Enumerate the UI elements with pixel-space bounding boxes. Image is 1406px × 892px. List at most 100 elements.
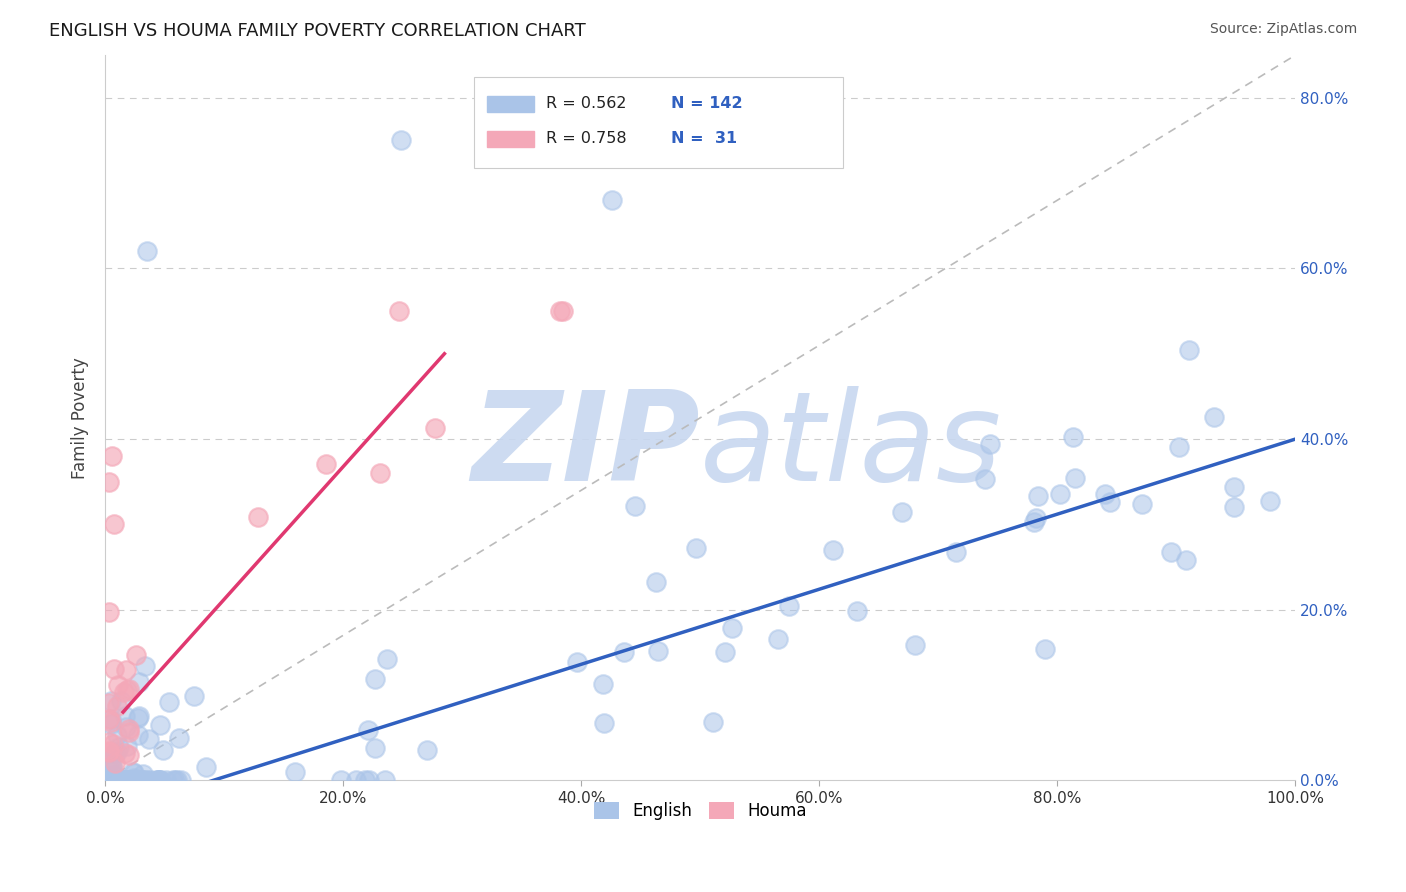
Point: [1130, 497, 1153, 511]
Point: [117, 739, 139, 753]
Point: [425, 421, 447, 435]
Point: [120, 773, 142, 788]
Point: [662, 108, 685, 122]
Point: [1258, 494, 1281, 508]
Point: [103, 768, 125, 782]
Point: [103, 517, 125, 532]
Text: Source: ZipAtlas.com: Source: ZipAtlas.com: [1209, 22, 1357, 37]
Point: [1178, 343, 1201, 357]
Point: [166, 773, 188, 788]
Point: [100, 764, 122, 778]
Point: [118, 748, 141, 763]
Point: [374, 773, 396, 788]
Point: [107, 773, 129, 788]
Point: [979, 437, 1001, 451]
Point: [134, 659, 156, 673]
Point: [1062, 430, 1084, 444]
Point: [1024, 515, 1046, 529]
Point: [100, 773, 122, 788]
Point: [623, 499, 645, 513]
Point: [110, 773, 132, 788]
Point: [139, 773, 162, 788]
Point: [108, 739, 131, 754]
Point: [644, 575, 666, 590]
Point: [357, 772, 380, 787]
Point: [146, 773, 169, 788]
Point: [105, 773, 128, 788]
Point: [945, 545, 967, 559]
Point: [103, 773, 125, 788]
Point: [346, 773, 368, 788]
Point: [1204, 410, 1226, 425]
Point: [111, 773, 134, 788]
Point: [104, 747, 127, 761]
Point: [118, 681, 141, 696]
Point: [136, 244, 159, 259]
Point: [97, 475, 120, 489]
Point: [1026, 489, 1049, 503]
Text: N =  31: N = 31: [671, 131, 737, 146]
Point: [105, 728, 128, 742]
Point: [778, 599, 800, 614]
Point: [100, 773, 122, 788]
Point: [766, 632, 789, 647]
Text: N = 142: N = 142: [671, 96, 742, 112]
Point: [97, 697, 120, 711]
Y-axis label: Family Poverty: Family Poverty: [72, 357, 89, 479]
Point: [131, 773, 153, 788]
Point: [100, 714, 122, 729]
Point: [117, 773, 139, 788]
Point: [368, 466, 391, 480]
Point: [592, 716, 614, 731]
Point: [115, 719, 138, 733]
Point: [100, 753, 122, 767]
Point: [111, 773, 134, 788]
Point: [97, 712, 120, 726]
Point: [100, 773, 122, 788]
Point: [152, 743, 174, 757]
Point: [183, 689, 205, 703]
Point: [132, 767, 155, 781]
Point: [111, 773, 134, 788]
Point: [97, 605, 120, 619]
Point: [904, 638, 927, 652]
Point: [100, 773, 122, 788]
Point: [100, 773, 122, 788]
Point: [973, 472, 995, 486]
Point: [100, 773, 122, 788]
Point: [110, 773, 132, 788]
Bar: [488, 95, 534, 112]
Point: [127, 728, 149, 742]
Point: [97, 744, 120, 758]
Point: [100, 773, 122, 788]
Point: [602, 193, 624, 207]
Point: [118, 773, 141, 788]
Legend: English, Houma: English, Houma: [588, 795, 813, 826]
Point: [122, 764, 145, 779]
Point: [389, 133, 412, 147]
Point: [613, 644, 636, 658]
Point: [105, 773, 128, 788]
Point: [169, 773, 191, 788]
Point: [104, 756, 127, 771]
Point: [1168, 440, 1191, 454]
Point: [101, 773, 124, 788]
Point: [100, 773, 122, 788]
Point: [101, 773, 124, 788]
Point: [149, 718, 172, 732]
Point: [120, 773, 142, 788]
Point: [128, 674, 150, 689]
Point: [100, 773, 122, 788]
Point: [118, 722, 141, 736]
Point: [284, 765, 307, 780]
Point: [100, 773, 122, 788]
Point: [685, 541, 707, 556]
Text: R = 0.562: R = 0.562: [547, 96, 627, 112]
Point: [890, 505, 912, 519]
Point: [415, 743, 437, 757]
Point: [157, 695, 180, 709]
Point: [846, 604, 869, 618]
Point: [388, 304, 411, 318]
Point: [1049, 486, 1071, 500]
Point: [115, 683, 138, 698]
